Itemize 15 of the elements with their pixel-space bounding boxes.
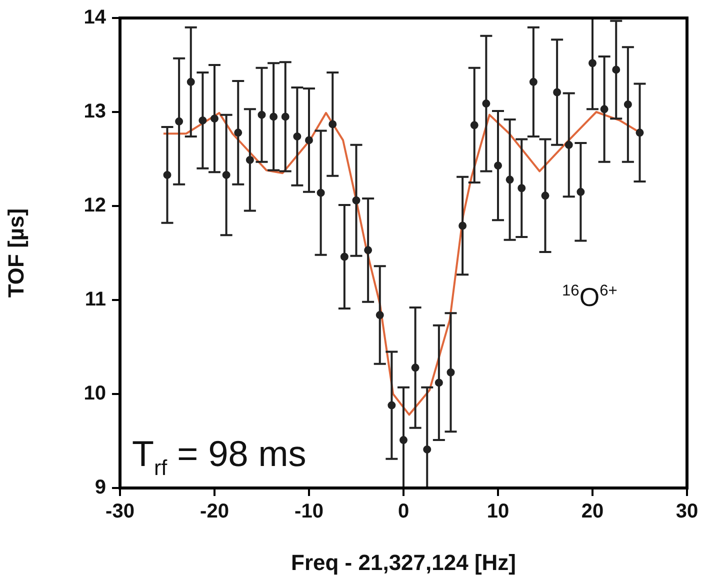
- y-tick-label: 11: [84, 288, 106, 311]
- y-tick-label: 10: [84, 382, 106, 405]
- x-tick-label: 30: [676, 500, 698, 523]
- y-tick-label: 9: [94, 476, 106, 499]
- x-tick-label: -30: [106, 500, 134, 523]
- y-tick-label: 12: [84, 194, 106, 217]
- x-tick-label: -10: [294, 500, 324, 523]
- x-tick-label: -20: [200, 500, 229, 523]
- x-tick-label: 20: [581, 500, 604, 523]
- x-tick-label: 10: [486, 500, 510, 523]
- y-tick-label: 13: [84, 100, 106, 123]
- y-tick-label: 14: [84, 6, 107, 29]
- y-axis-title: TOF [µs]: [3, 208, 28, 298]
- x-tick-label: 0: [398, 500, 410, 523]
- x-axis-title: Freq - 21,327,124 [Hz]: [291, 550, 516, 575]
